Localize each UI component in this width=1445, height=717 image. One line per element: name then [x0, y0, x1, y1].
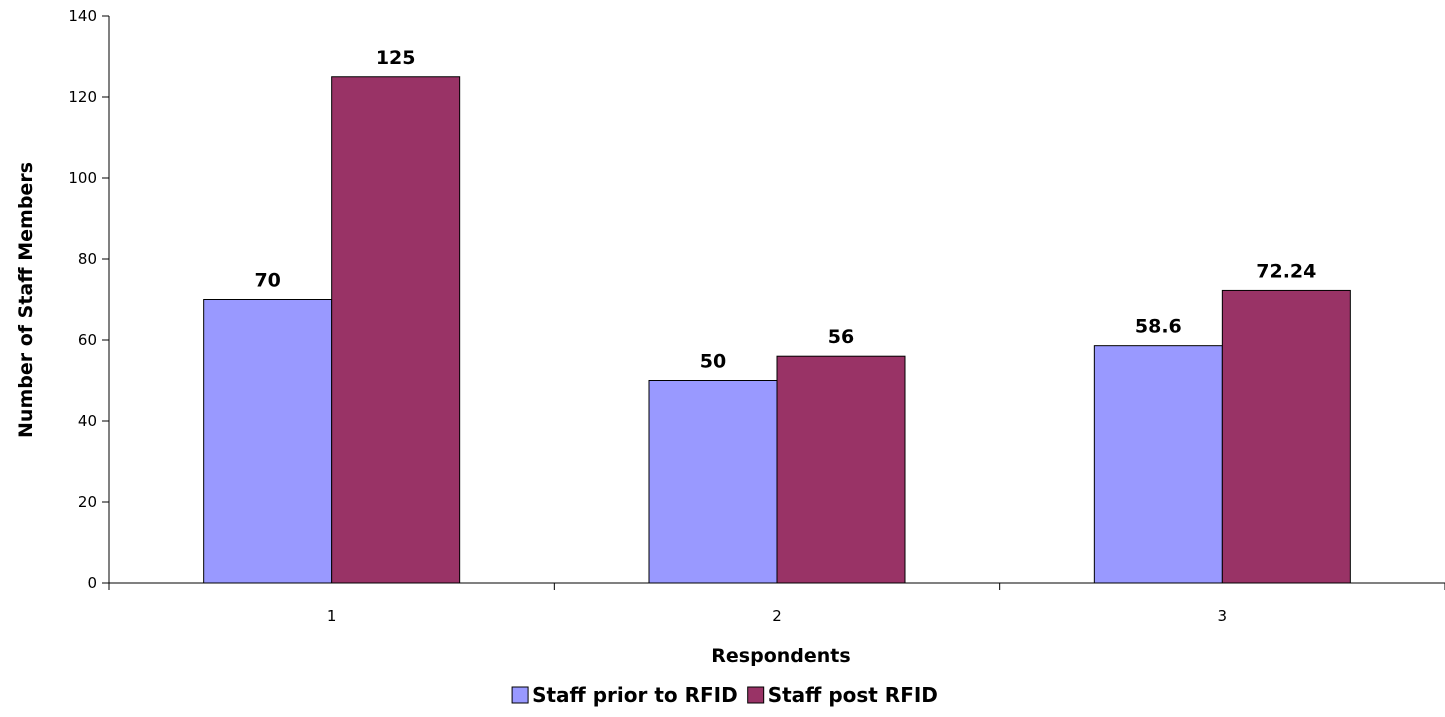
data-label: 50 [700, 351, 726, 373]
legend-item: Staff post RFID [747, 683, 938, 707]
legend-swatch [747, 686, 765, 704]
y-tick-label: 100 [68, 169, 97, 187]
x-axis-title: Respondents [711, 645, 850, 667]
data-label: 58.6 [1135, 316, 1182, 338]
y-tick-label: 0 [87, 574, 97, 592]
bar [1221, 289, 1351, 584]
legend-label: Staff post RFID [768, 683, 938, 707]
legend-swatch [511, 686, 529, 704]
legend-item: Staff prior to RFID [511, 683, 738, 707]
data-label: 56 [828, 326, 854, 348]
y-tick-label: 140 [68, 7, 97, 25]
x-tick-label: 3 [1218, 607, 1228, 625]
data-label: 72.24 [1256, 260, 1316, 282]
y-tick-label: 80 [78, 250, 97, 268]
x-tick-label: 2 [772, 607, 782, 625]
legend: Staff prior to RFID Staff post RFID [511, 683, 938, 707]
x-tick-label: 1 [327, 607, 337, 625]
bar [203, 299, 333, 584]
bar [1093, 345, 1223, 584]
y-axis-title: Number of Staff Members [15, 162, 37, 438]
bar [776, 355, 906, 584]
y-tick-label: 40 [78, 412, 97, 430]
y-tick-label: 60 [78, 331, 97, 349]
y-tick-label: 20 [78, 493, 97, 511]
data-label: 70 [254, 270, 280, 292]
legend-label: Staff prior to RFID [532, 683, 738, 707]
bar [331, 76, 461, 584]
bar [648, 380, 778, 584]
data-labels: 70 125 50 56 58.6 72.24 [254, 47, 1316, 373]
y-tick-label: 120 [68, 88, 97, 106]
bars [203, 76, 1351, 584]
data-label: 125 [376, 47, 416, 69]
